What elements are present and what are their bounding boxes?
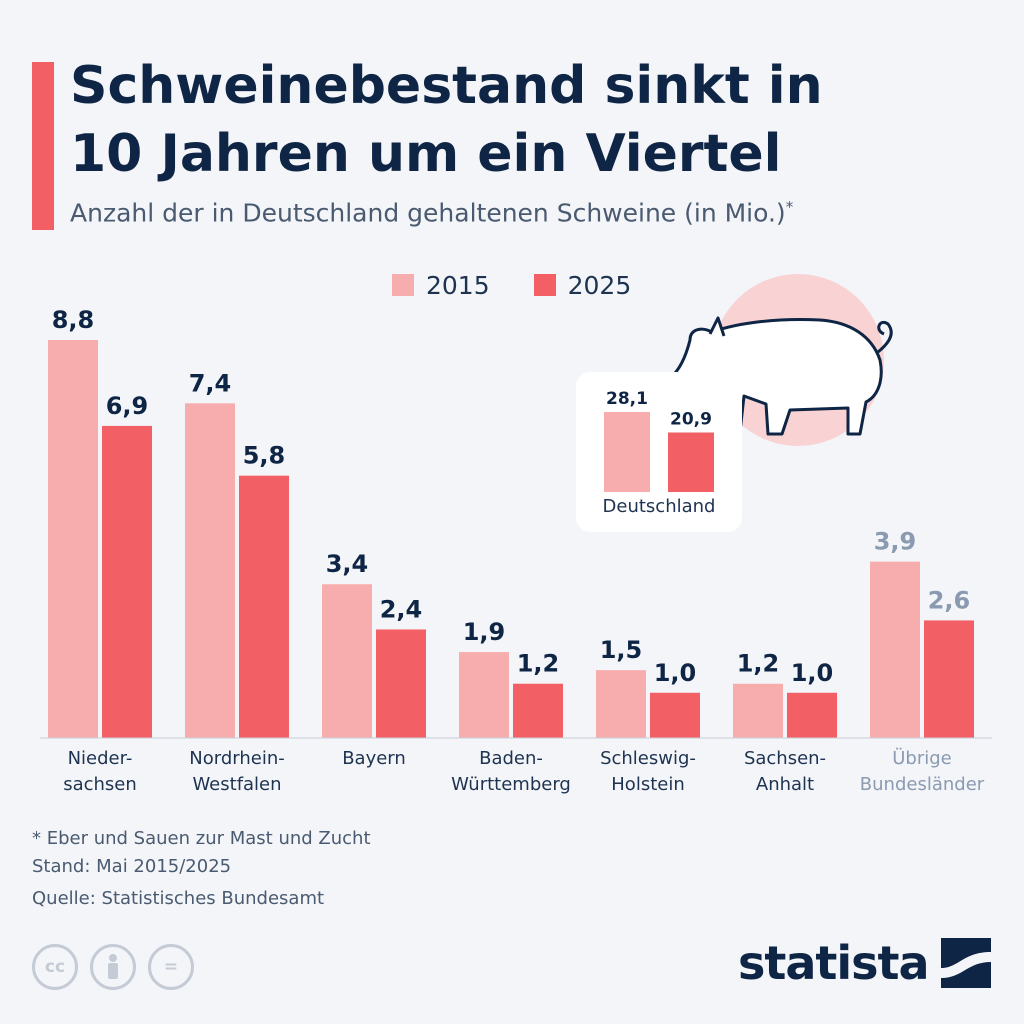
title-line-1: Schweinebestand sinkt in xyxy=(70,56,823,116)
value-label-2015-5: 1,2 xyxy=(737,650,780,678)
inset-value-label-2025: 20,9 xyxy=(670,409,712,429)
legend-swatch-2015 xyxy=(392,274,414,296)
chart-title: Schweinebestand sinkt in 10 Jahren um ei… xyxy=(70,52,970,188)
category-label-5-0: Sachsen- xyxy=(744,748,826,769)
pig-tail-icon xyxy=(877,320,893,354)
license-icons: cc = xyxy=(32,944,206,990)
category-label-5-1: Anhalt xyxy=(756,774,814,795)
category-label-3-0: Baden- xyxy=(479,748,543,769)
value-label-2025-4: 1,0 xyxy=(654,659,697,687)
legend-label-2025: 2025 xyxy=(567,270,632,300)
title-line-2: 10 Jahren um ein Viertel xyxy=(70,124,782,184)
value-label-2025-3: 1,2 xyxy=(517,650,560,678)
cc-label: cc xyxy=(44,957,66,977)
nd-label: = xyxy=(163,957,179,977)
footnote: * Eber und Sauen zur Mast und Zucht xyxy=(32,828,371,849)
bar-2015-5 xyxy=(733,683,783,738)
category-label-0-0: Nieder- xyxy=(68,748,133,769)
statista-brand: statista xyxy=(738,936,991,990)
value-label-2015-6: 3,9 xyxy=(874,528,917,556)
category-label-3-1: Württemberg xyxy=(451,774,571,795)
inset-value-label-2015: 28,1 xyxy=(606,389,648,409)
bar-2025-1 xyxy=(239,475,289,738)
by-icon xyxy=(90,944,136,990)
source-text: Quelle: Statistisches Bundesamt xyxy=(32,888,325,909)
value-label-2025-5: 1,0 xyxy=(791,659,834,687)
value-label-2025-0: 6,9 xyxy=(106,392,149,420)
legend-item-2025: 2025 xyxy=(533,270,632,300)
subtitle-marker: * xyxy=(785,198,794,216)
category-label-6-0: Übrige xyxy=(892,747,952,769)
legend: 2015 2025 xyxy=(392,268,675,302)
category-label-6-1: Bundesländer xyxy=(860,774,985,795)
bar-2025-6 xyxy=(924,620,974,738)
value-label-2025-6: 2,6 xyxy=(928,586,971,614)
bar-2025-5 xyxy=(787,692,837,738)
value-label-2015-4: 1,5 xyxy=(600,636,643,664)
bar-2015-4 xyxy=(596,670,646,738)
category-label-1-0: Nordrhein- xyxy=(189,748,284,769)
category-label-2-0: Bayern xyxy=(342,748,406,769)
subtitle-text: Anzahl der in Deutschland gehaltenen Sch… xyxy=(70,198,786,228)
category-label-4-1: Holstein xyxy=(611,774,684,795)
legend-swatch-2025 xyxy=(533,274,556,296)
bar-2015-2 xyxy=(322,584,372,738)
bar-2015-6 xyxy=(870,561,920,738)
value-label-2025-1: 5,8 xyxy=(243,442,286,470)
bar-2015-0 xyxy=(48,340,98,738)
inset-category-label: Deutschland xyxy=(603,496,716,517)
cc-icon: cc xyxy=(32,944,78,990)
nd-icon: = xyxy=(148,944,194,990)
value-label-2015-1: 7,4 xyxy=(189,369,232,397)
legend-item-2015: 2015 xyxy=(392,271,490,300)
data-date: Stand: Mai 2015/2025 xyxy=(32,856,232,877)
bar-2025-2 xyxy=(376,629,426,738)
statista-logo-icon xyxy=(940,938,991,988)
accent-bar xyxy=(32,62,54,230)
inset-bar-2015 xyxy=(604,412,650,492)
legend-label-2015: 2015 xyxy=(426,270,490,300)
category-label-1-1: Westfalen xyxy=(192,774,281,795)
chart-subtitle: Anzahl der in Deutschland gehaltenen Sch… xyxy=(70,198,1010,227)
category-label-0-1: sachsen xyxy=(63,774,137,795)
category-label-4-0: Schleswig- xyxy=(600,748,696,769)
brand-name: statista xyxy=(738,936,930,990)
pig-ear-icon xyxy=(708,316,726,337)
bar-2025-4 xyxy=(650,692,700,738)
value-label-2015-0: 8,8 xyxy=(52,306,95,334)
bar-2025-3 xyxy=(513,683,563,738)
inset-bar-2025 xyxy=(668,432,714,492)
value-label-2015-2: 3,4 xyxy=(326,550,369,578)
bar-2015-3 xyxy=(459,652,509,738)
bar-2015-1 xyxy=(185,403,235,738)
value-label-2025-2: 2,4 xyxy=(380,595,423,623)
value-label-2015-3: 1,9 xyxy=(463,618,506,646)
bar-2025-0 xyxy=(102,425,152,738)
